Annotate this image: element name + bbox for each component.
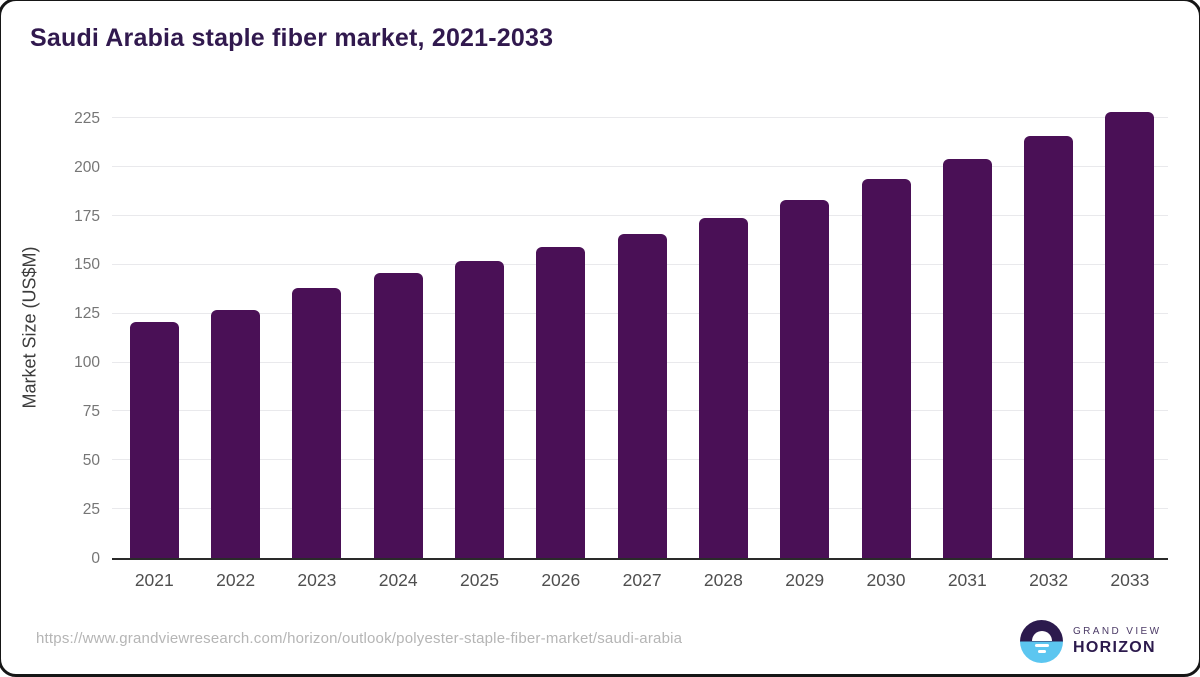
y-tick-label-175: 175 [74, 207, 100, 225]
x-tick-label-2032: 2032 [1029, 570, 1069, 590]
y-tick-label-0: 0 [91, 549, 100, 567]
y-tick-label-25: 25 [82, 500, 100, 518]
chart-title: Saudi Arabia staple fiber market, 2021-2… [30, 24, 554, 52]
bar-2023[interactable] [292, 288, 342, 558]
y-axis-tick-labels: 0 25 50 75 100 125 150 175 200 225 [56, 96, 100, 567]
bar-2029[interactable] [780, 200, 830, 558]
y-axis-title-text: Market Size (US$M) [19, 245, 40, 409]
y-tick-label-75: 75 [82, 402, 100, 420]
bar-2026[interactable] [536, 247, 586, 558]
x-axis-tick-labels: 2021 2022 2023 2024 2025 2026 2027 2028 2029 2030… [0, 570, 1200, 594]
x-tick-label-2023: 2023 [297, 570, 337, 590]
bar-2025[interactable] [455, 260, 504, 558]
x-tick-label-2029: 2029 [785, 570, 825, 590]
gridline-175 [112, 215, 1168, 217]
bar-2028[interactable] [698, 217, 748, 558]
y-tick-label-125: 125 [74, 305, 100, 323]
sun-reflection-bar-1 [1034, 644, 1049, 648]
sun-reflection-bar-2 [1037, 649, 1046, 653]
x-tick-label-2024: 2024 [378, 570, 418, 590]
y-tick-label-225: 225 [74, 109, 100, 127]
bar-2032[interactable] [1024, 135, 1074, 558]
x-tick-label-2027: 2027 [622, 570, 662, 590]
bar-2031[interactable] [942, 159, 992, 558]
source-url: https://www.grandviewresearch.com/horizo… [36, 630, 683, 647]
y-tick-label-200: 200 [74, 158, 100, 176]
bar-2027[interactable] [617, 233, 667, 558]
brand-logo: GRAND VIEW HORIZON [1020, 620, 1161, 663]
y-tick-label-100: 100 [74, 354, 100, 372]
horizon-sun-icon [1020, 620, 1063, 663]
x-tick-label-2025: 2025 [460, 570, 499, 590]
gridline-200 [112, 166, 1168, 168]
x-tick-label-2022: 2022 [216, 570, 256, 590]
bar-2021[interactable] [129, 321, 179, 558]
y-tick-label-150: 150 [74, 256, 100, 274]
gridline-225 [112, 117, 1168, 119]
bar-2022[interactable] [211, 309, 261, 558]
y-axis-title: Market Size (US$M) [18, 96, 42, 558]
brand-name-top: GRAND VIEW [1073, 626, 1162, 637]
bar-2030[interactable] [861, 178, 911, 558]
x-tick-label-2030: 2030 [866, 570, 906, 590]
y-tick-label-50: 50 [82, 451, 100, 469]
x-tick-label-2033: 2033 [1110, 570, 1150, 590]
bar-2024[interactable] [373, 272, 423, 558]
plot-area [112, 96, 1168, 560]
x-tick-label-2021: 2021 [134, 570, 174, 590]
brand-logo-text: GRAND VIEW HORIZON [1073, 626, 1161, 657]
x-tick-label-2031: 2031 [947, 570, 987, 590]
brand-name-bottom: HORIZON [1073, 639, 1156, 656]
x-tick-label-2026: 2026 [541, 570, 581, 590]
sun-dome-shape [1031, 631, 1052, 641]
x-tick-label-2028: 2028 [703, 570, 743, 590]
bar-2033[interactable] [1105, 112, 1155, 558]
